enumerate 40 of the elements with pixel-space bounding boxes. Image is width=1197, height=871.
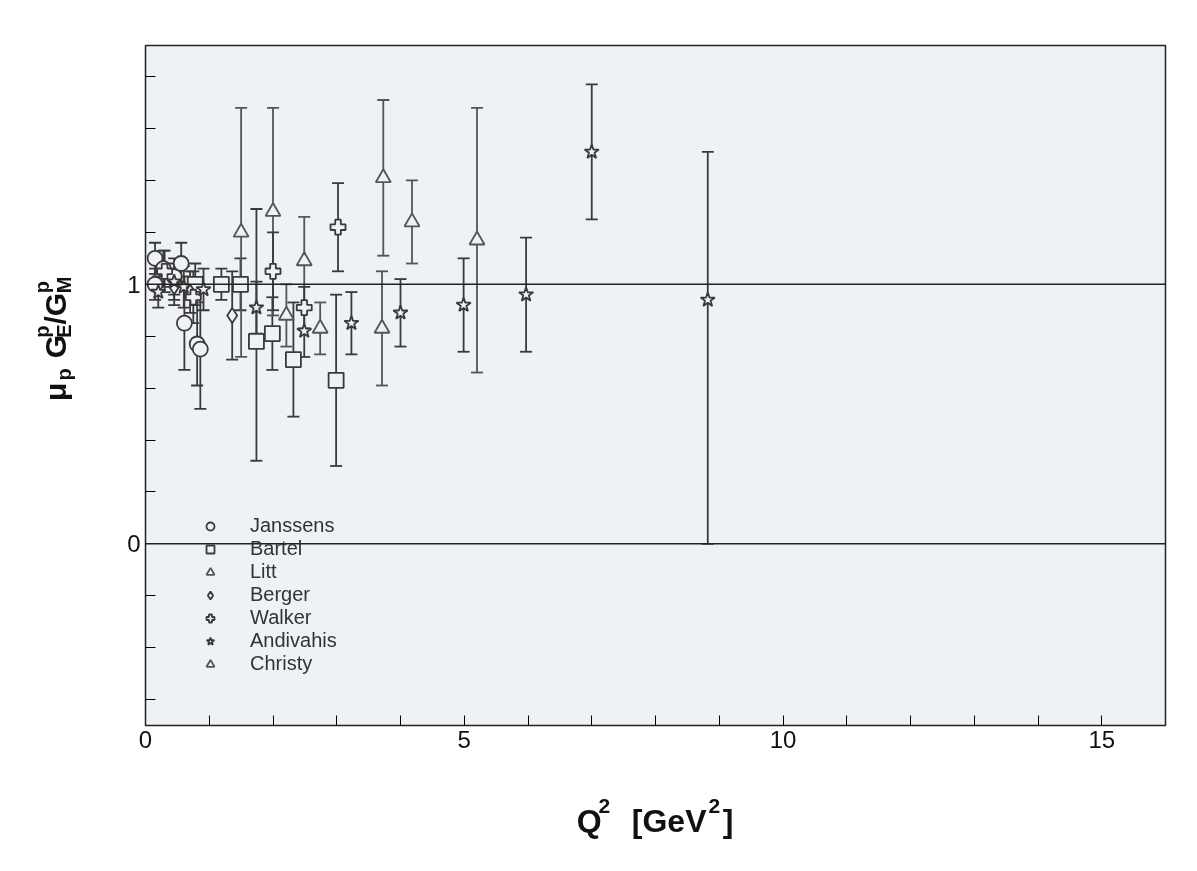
legend-label: Christy	[250, 652, 313, 675]
point	[468, 230, 486, 246]
legend-label: Litt	[250, 560, 277, 583]
point	[226, 307, 239, 324]
point	[232, 275, 249, 293]
point	[518, 286, 535, 302]
x-tick-label: 10	[769, 725, 797, 753]
point	[392, 304, 409, 320]
point	[175, 314, 193, 332]
point	[195, 281, 212, 297]
point	[285, 351, 302, 368]
point	[583, 143, 600, 159]
point	[232, 222, 250, 238]
point	[248, 332, 265, 350]
point	[296, 322, 313, 338]
point	[329, 218, 347, 236]
legend-label: Andivahis	[250, 629, 337, 652]
x-tick-label: 15	[1088, 725, 1116, 753]
point	[263, 325, 281, 342]
point	[212, 275, 230, 293]
point	[327, 371, 345, 389]
point	[264, 262, 282, 280]
point	[455, 296, 472, 313]
point	[403, 212, 421, 228]
point	[248, 299, 265, 315]
x-tick-label: 5	[457, 725, 471, 753]
legend-label: Janssens	[250, 514, 335, 537]
point	[374, 168, 392, 184]
point	[343, 314, 360, 331]
y-tick-label: 1	[127, 270, 141, 298]
legend-label: Walker	[250, 606, 312, 629]
point	[191, 340, 209, 358]
point	[150, 283, 167, 300]
point	[295, 299, 313, 317]
point	[264, 202, 282, 217]
point	[699, 291, 716, 307]
legend-label: Berger	[250, 583, 311, 606]
y-axis-title: μp GpE/GpM	[31, 276, 75, 401]
point	[295, 251, 313, 267]
legend-label: Bartel	[250, 537, 303, 560]
